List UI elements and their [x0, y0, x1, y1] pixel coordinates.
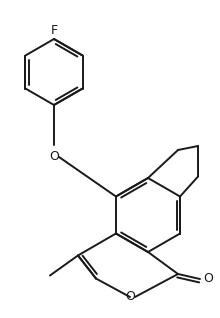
Text: O: O [49, 150, 59, 163]
Text: O: O [125, 291, 135, 303]
Text: F: F [50, 24, 58, 37]
Text: O: O [203, 273, 213, 286]
